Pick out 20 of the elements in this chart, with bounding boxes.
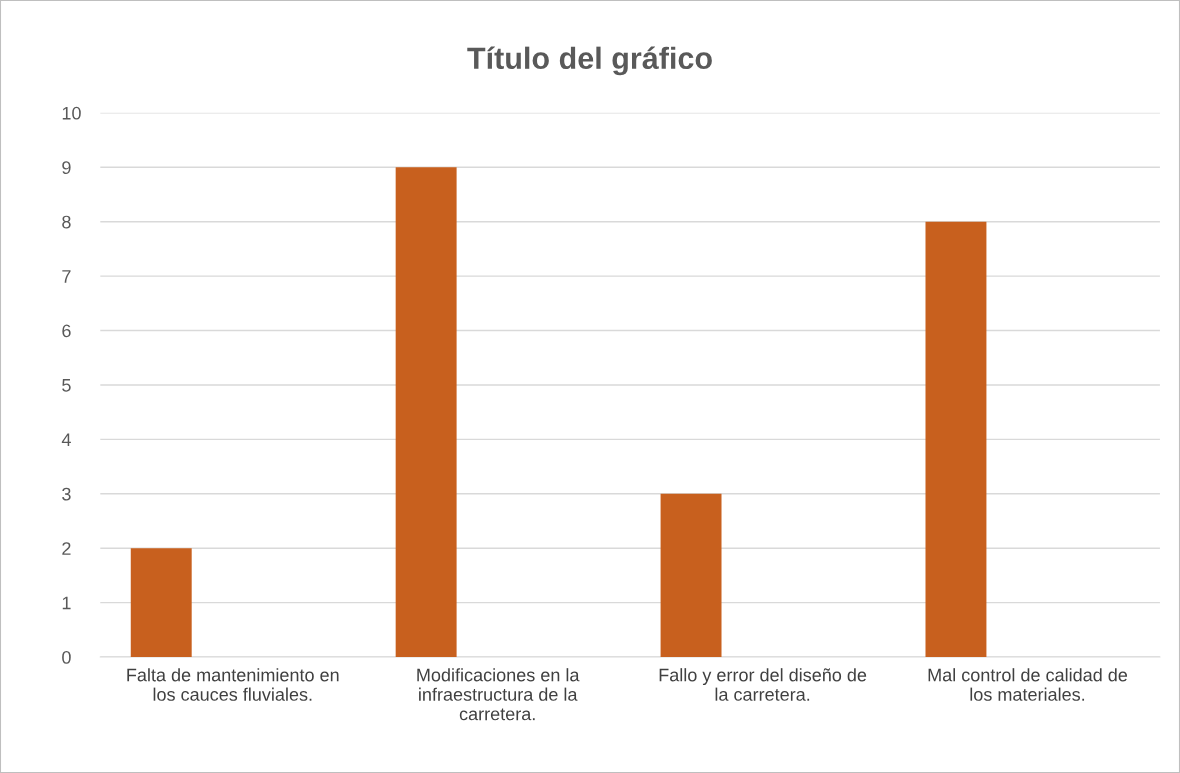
y-tick-label: 8 [62,215,71,229]
x-tick-label: Fallo y error del diseño de la carretera. [659,668,867,701]
bar [130,548,192,658]
y-tick-label: 1 [62,596,71,610]
bar [660,493,722,658]
x-tick-label: Mal control de calidad de los materiales. [928,668,1128,701]
bar [395,167,457,658]
y-tick-label: 3 [62,487,71,501]
y-tick-label: 10 [62,106,81,120]
x-tick-label: Modificaciones en la infraestructura de la carretera. [417,668,580,721]
y-tick-label: 4 [61,433,71,446]
y-tick-label: 2 [62,542,71,555]
bar [925,221,987,658]
y-tick-label: 0 [62,650,71,664]
chart-title: Título del gráfico [467,46,712,76]
y-tick-label: 5 [62,379,71,392]
y-tick-label: 7 [62,270,71,283]
x-tick-label: Falta de mantenimiento en los cauces fluviales. [127,668,339,701]
y-tick-label: 9 [62,161,71,174]
y-tick-label: 6 [62,324,71,338]
